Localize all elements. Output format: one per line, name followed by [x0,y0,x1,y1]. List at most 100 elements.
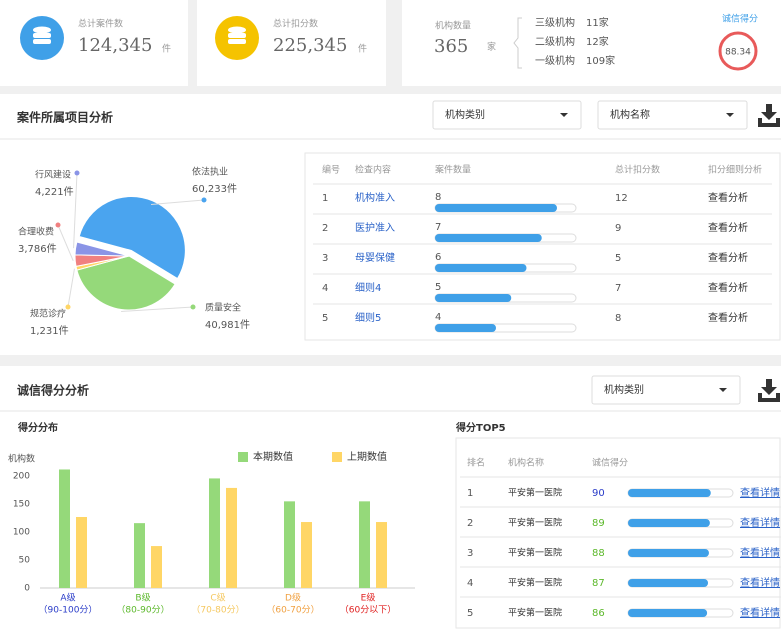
y-tick-label: 200 [13,472,30,482]
row-item[interactable]: 细则5 [355,311,381,324]
bar [76,516,87,588]
row-count: 8 [435,192,441,203]
row-action[interactable]: 查看详情 [740,606,780,619]
pie-label: 行风建设 [35,169,71,181]
bar [301,522,312,588]
row-action[interactable]: 查看分析 [708,281,748,294]
stat-label: 总计扣分数 [273,18,318,30]
table-header: 编号 [322,164,340,176]
panel [0,366,781,635]
pie-label: 质量安全 [205,302,241,314]
pie-label: 合理收费 [18,226,54,238]
download-button[interactable] [758,379,780,402]
legend-swatch [238,452,248,462]
institution-card [402,0,781,86]
legend-dot [74,170,80,176]
credit-label: 诚信得分 [722,13,758,25]
dropdown[interactable] [597,100,748,130]
gauge [718,31,758,71]
row-count: 4 [435,312,441,323]
row-action[interactable]: 查看分析 [708,191,748,204]
row-rank: 4 [467,578,473,589]
row-rank: 5 [467,608,473,619]
level-name: 三级机构 [535,16,575,29]
progress-bar [435,294,512,302]
table-header: 检查内容 [355,164,391,176]
table-header: 机构名称 [508,457,544,469]
row-name: 平安第一医院 [508,517,562,529]
leader-line [121,306,194,312]
row-action[interactable]: 查看详情 [740,486,780,499]
row-action[interactable]: 查看分析 [708,251,748,264]
stat-value: 225,345 [273,35,347,56]
progress-bar [628,609,708,617]
row-no: 3 [322,253,328,264]
x-tick-label: A级 [60,592,75,604]
legend-label: 上期数值 [347,450,387,463]
dropdown-arrow [726,113,734,117]
progress-bar [435,234,542,242]
pie-label: 依法执业 [192,166,228,178]
dropdown-label: 机构类别 [445,108,485,121]
bar [284,501,295,588]
row-count: 5 [435,282,441,293]
table-header: 案件数量 [435,164,471,176]
row-score: 90 [592,488,605,499]
row-item[interactable]: 机构准入 [355,191,395,204]
leader-line [150,199,205,206]
dropdown[interactable] [591,375,741,405]
bar [59,469,70,588]
row-no: 4 [322,283,328,294]
row-score: 89 [592,518,605,529]
row-action[interactable]: 查看分析 [708,221,748,234]
y-tick-label: 0 [24,584,30,594]
download-button[interactable] [758,104,780,127]
table-header: 诚信得分 [592,457,628,469]
row-item[interactable]: 医护准入 [355,221,395,234]
row-no: 1 [322,193,328,204]
credit-score: 88.34 [725,48,751,58]
row-action[interactable]: 查看详情 [740,576,780,589]
table-header: 排名 [467,457,485,469]
x-tick-label: B级 [135,592,150,604]
pie-slice [78,195,186,280]
y-tick-label: 150 [13,500,30,510]
row-action[interactable]: 查看详情 [740,546,780,559]
dropdown-arrow [719,388,727,392]
x-tick-range: （70-80分） [191,605,244,616]
pie-value: 1,231件 [30,325,69,337]
table-frame [304,152,781,341]
progress-bar [435,264,527,272]
row-count: 7 [435,222,441,233]
row-deduction: 12 [615,193,628,204]
row-name: 平安第一医院 [508,607,562,619]
row-score: 88 [592,548,605,559]
row-deduction: 8 [615,313,621,324]
pie-value: 60,233件 [192,183,237,195]
row-item[interactable]: 细则4 [355,281,381,294]
x-tick-range: （60-70分） [266,605,319,616]
legend-swatch [332,452,342,462]
row-item[interactable]: 母婴保健 [355,251,395,264]
progress-bar [628,549,709,557]
level-name: 二级机构 [535,35,575,48]
row-action[interactable]: 查看详情 [740,516,780,529]
row-deduction: 5 [615,253,621,264]
pie-value: 40,981件 [205,319,250,331]
bar [151,546,162,588]
table-title: 得分TOP5 [455,421,506,434]
progress-bar [628,579,709,587]
bar [209,478,220,588]
row-action[interactable]: 查看分析 [708,311,748,324]
x-tick-label: E级 [361,592,376,604]
x-tick-range: （90-100分） [39,605,98,616]
section-title: 诚信得分分析 [17,383,89,398]
dropdown[interactable] [432,100,582,130]
table-header: 扣分细则分析 [708,164,762,176]
stat-value: 365 [434,36,468,57]
table-header: 总计扣分数 [615,164,660,176]
section-title: 案件所属项目分析 [16,110,113,125]
row-rank: 2 [467,518,473,529]
level-count: 109家 [586,54,615,67]
